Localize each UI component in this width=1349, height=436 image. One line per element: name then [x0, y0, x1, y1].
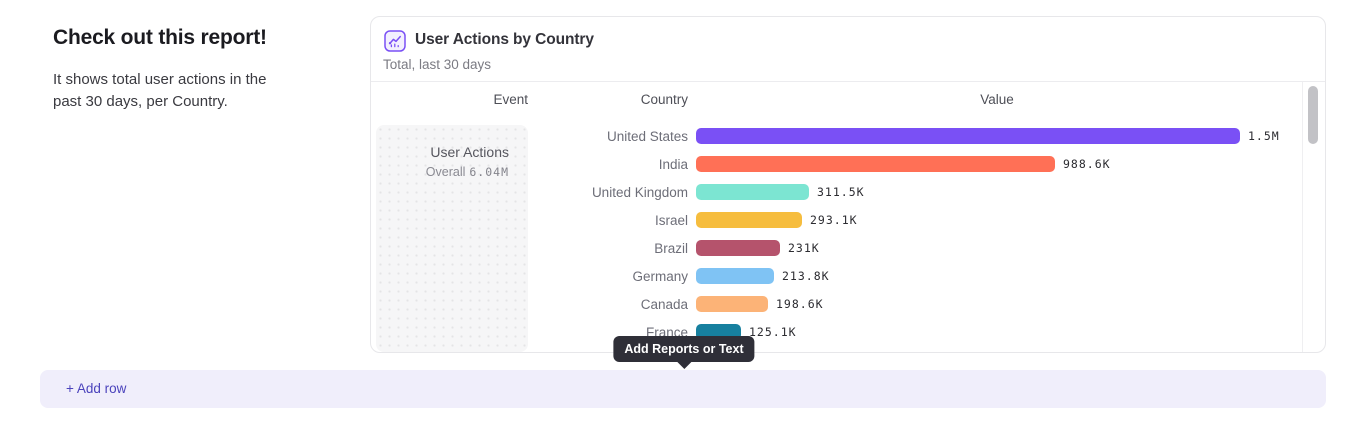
bar [696, 128, 1240, 144]
column-header-value: Value [980, 92, 1014, 107]
bar [696, 240, 780, 256]
chart-row: Israel 293.1K [371, 206, 1301, 234]
event-overall: Overall 6.04M [376, 165, 509, 179]
value-label: 213.8K [782, 269, 830, 283]
bar [696, 296, 768, 312]
country-label: Brazil [654, 240, 688, 256]
value-label: 293.1K [810, 213, 858, 227]
country-label: United States [606, 128, 688, 144]
country-label: France [645, 324, 688, 340]
chart-row: United States 1.5M [371, 122, 1301, 150]
add-reports-tooltip: Add Reports or Text [613, 336, 755, 369]
country-label: Germany [632, 268, 688, 284]
event-name: User Actions [430, 144, 509, 160]
chart-rows: United States 1.5M India 988.6K United K… [371, 122, 1301, 346]
country-label: India [658, 156, 688, 172]
value-label: 311.5K [817, 185, 865, 199]
event-overall-value: 6.04M [469, 165, 509, 179]
report-subtitle: Total, last 30 days [383, 57, 492, 72]
report-title: User Actions by Country [415, 31, 594, 48]
tooltip-arrow-icon [676, 362, 691, 369]
value-label: 198.6K [776, 297, 824, 311]
chart-row: India 988.6K [371, 150, 1301, 178]
scrollbar-thumb[interactable] [1308, 86, 1318, 144]
add-row-label: + Add row [66, 381, 127, 396]
chart-row: Canada 198.6K [371, 290, 1301, 318]
value-label: 1.5M [1248, 129, 1280, 143]
bar [696, 212, 802, 228]
line-chart-icon [384, 30, 406, 52]
value-label: 125.1K [749, 325, 797, 339]
report-card-header: User Actions by Country Total, last 30 d… [371, 17, 1325, 81]
chart-row: United Kingdom 311.5K [371, 178, 1301, 206]
country-label: Israel [654, 212, 688, 228]
column-header-country: Country [640, 92, 688, 107]
chart-row: Germany 213.8K [371, 262, 1301, 290]
bar [696, 184, 809, 200]
scrollbar-track[interactable] [1302, 82, 1325, 352]
chart-row: Brazil 231K [371, 234, 1301, 262]
chart-row: France 125.1K [371, 318, 1301, 346]
intro-description: It shows total user actions in the past … [53, 71, 267, 111]
event-overall-label: Overall [425, 165, 466, 179]
value-label: 231K [788, 241, 820, 255]
intro-block: Check out this report! It shows total us… [53, 26, 313, 113]
country-label: United Kingdom [591, 184, 688, 200]
bar [696, 156, 1055, 172]
add-row-button[interactable]: + Add row [40, 370, 1326, 408]
intro-title: Check out this report! [53, 26, 267, 49]
report-card[interactable]: User Actions by Country Total, last 30 d… [370, 16, 1326, 353]
bar [696, 268, 774, 284]
value-label: 988.6K [1063, 157, 1111, 171]
country-label: Canada [640, 296, 688, 312]
tooltip-text: Add Reports or Text [624, 342, 744, 356]
event-cell: User Actions Overall 6.04M [376, 125, 528, 352]
header-divider [371, 81, 1325, 82]
column-header-event: Event [493, 92, 528, 107]
